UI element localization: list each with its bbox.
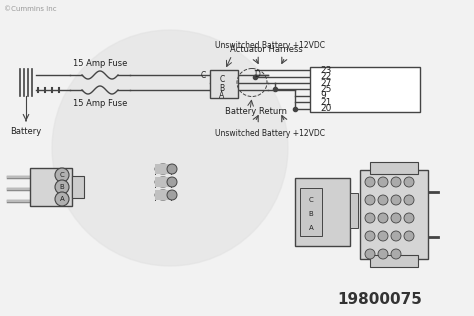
Circle shape [391, 195, 401, 205]
Circle shape [391, 213, 401, 223]
Text: 22: 22 [320, 72, 331, 81]
Bar [155, 164, 171, 174]
Text: Unswitched Battery +12VDC: Unswitched Battery +12VDC [215, 40, 325, 50]
Ellipse shape [155, 164, 171, 174]
Text: 21: 21 [320, 98, 331, 107]
Circle shape [167, 177, 177, 187]
Text: B: B [60, 184, 64, 190]
Bar [370, 255, 418, 267]
Text: 23: 23 [320, 66, 331, 75]
Circle shape [378, 231, 388, 241]
Circle shape [365, 177, 375, 187]
Bar [370, 162, 418, 174]
Text: C: C [219, 75, 225, 84]
Text: 15 Amp Fuse: 15 Amp Fuse [73, 100, 127, 108]
Circle shape [391, 231, 401, 241]
Circle shape [378, 213, 388, 223]
Text: 20: 20 [320, 104, 331, 113]
Text: A: A [60, 196, 64, 202]
Text: Battery: Battery [10, 127, 42, 137]
Circle shape [52, 30, 288, 266]
Text: 27: 27 [320, 79, 331, 88]
Bar [72, 176, 84, 198]
Bar [300, 188, 322, 236]
Text: Actuator Harness: Actuator Harness [230, 46, 303, 54]
Circle shape [167, 190, 177, 200]
Circle shape [167, 164, 177, 174]
Text: C: C [309, 197, 313, 203]
Bar [155, 190, 171, 200]
Text: B: B [309, 211, 313, 217]
Circle shape [365, 195, 375, 205]
Bar [295, 178, 350, 246]
Bar [30, 168, 72, 206]
Circle shape [55, 168, 69, 182]
Circle shape [365, 231, 375, 241]
Bar [155, 177, 171, 187]
Ellipse shape [155, 177, 171, 187]
Text: D: D [254, 70, 260, 79]
Ellipse shape [155, 190, 171, 200]
Text: 15 Amp Fuse: 15 Amp Fuse [73, 58, 127, 68]
Text: A: A [219, 91, 225, 100]
Text: Battery Return: Battery Return [225, 107, 287, 117]
Circle shape [365, 213, 375, 223]
Text: A: A [309, 225, 313, 231]
Text: ©Cummins Inc: ©Cummins Inc [4, 6, 56, 12]
Bar [360, 170, 428, 259]
Circle shape [378, 249, 388, 259]
Text: 25: 25 [320, 85, 331, 94]
Circle shape [404, 231, 414, 241]
Text: C: C [60, 172, 64, 178]
Text: 9: 9 [320, 91, 326, 100]
Text: C: C [201, 70, 206, 80]
Circle shape [404, 177, 414, 187]
Bar [310, 67, 420, 112]
Circle shape [404, 213, 414, 223]
Circle shape [391, 177, 401, 187]
Circle shape [378, 177, 388, 187]
Circle shape [55, 192, 69, 206]
Bar [350, 193, 358, 228]
Circle shape [365, 249, 375, 259]
Text: B: B [219, 84, 225, 93]
Circle shape [55, 180, 69, 194]
Circle shape [391, 249, 401, 259]
Circle shape [378, 195, 388, 205]
Circle shape [404, 195, 414, 205]
Text: Unswitched Battery +12VDC: Unswitched Battery +12VDC [215, 130, 325, 138]
Text: 19800075: 19800075 [337, 293, 422, 307]
Bar [210, 70, 238, 98]
